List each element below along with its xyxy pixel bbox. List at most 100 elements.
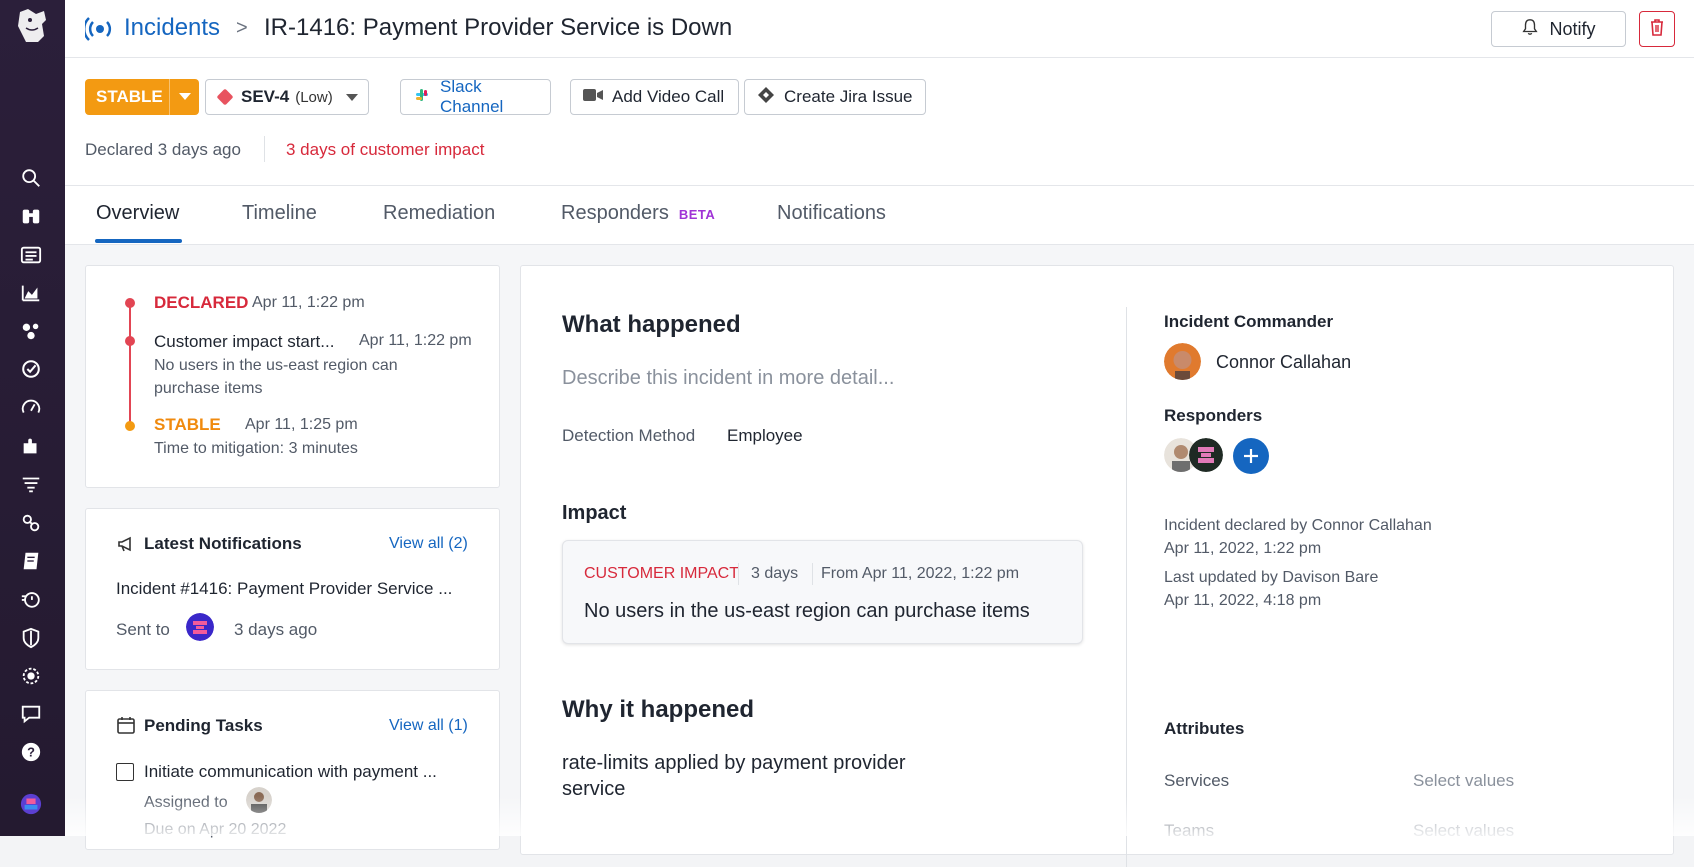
assignee-avatar (246, 787, 272, 813)
timer-icon[interactable] (19, 587, 43, 611)
incidents-icon[interactable] (19, 357, 43, 381)
recipient-avatar (186, 613, 214, 641)
services-select[interactable]: Select values (1413, 771, 1515, 790)
latest-notifications-card: Latest Notifications View all (2) Incide… (85, 508, 500, 670)
severity-sub-label: (Low) (295, 88, 333, 106)
bell-icon (1521, 18, 1539, 41)
commander-avatar[interactable] (1164, 343, 1201, 380)
customer-impact-text: 3 days of customer impact (286, 140, 485, 159)
trash-icon (1647, 17, 1667, 42)
detection-method-value[interactable]: Employee (727, 426, 803, 445)
gauge-icon[interactable] (19, 396, 43, 420)
incident-header: STABLE SEV-4 (Low) Slack Channel Add Vid… (65, 58, 1694, 186)
list-icon[interactable] (19, 243, 43, 267)
tab-responders[interactable]: Responders BETA (561, 202, 715, 225)
chat-icon[interactable] (19, 702, 43, 726)
chart-icon[interactable] (19, 281, 43, 305)
chevron-down-icon (169, 79, 199, 115)
tab-overview[interactable]: Overview (96, 202, 180, 224)
datadog-logo-icon[interactable] (14, 6, 50, 46)
divider (738, 563, 739, 585)
timeline-dot-declared (125, 298, 135, 308)
slack-channel-label: Slack Channel (440, 77, 504, 116)
slack-channel-button[interactable]: Slack Channel (400, 77, 551, 116)
teams-select[interactable]: Select values (1413, 821, 1515, 840)
search-icon[interactable] (19, 166, 43, 190)
timeline-dot-stable (125, 421, 135, 431)
user-avatar[interactable] (19, 792, 43, 816)
beta-badge: BETA (678, 207, 716, 222)
tasks-view-all-link[interactable]: View all (1) (389, 717, 468, 734)
create-jira-issue-label: Create Jira Issue (784, 87, 913, 106)
timeline-summary-card: DECLARED Apr 11, 1:22 pm Customer impact… (85, 265, 500, 488)
global-nav: ? (0, 0, 65, 836)
filter-icon[interactable] (19, 472, 43, 496)
status-dropdown[interactable]: STABLE (85, 79, 199, 115)
declared-label: DECLARED (154, 293, 249, 312)
what-happened-title: What happened (562, 311, 741, 338)
stable-time: Apr 11, 1:25 pm (245, 416, 358, 433)
mitigation-text: Time to mitigation: 3 minutes (154, 440, 358, 457)
attributes-title: Attributes (1164, 719, 1245, 738)
services-label: Services (1164, 771, 1230, 790)
sent-to-label: Sent to (116, 620, 170, 639)
binoculars-icon[interactable] (19, 204, 43, 228)
impact-description: No users in the us-east region can purch… (584, 600, 1030, 622)
page-title: IR-1416: Payment Provider Service is Dow… (264, 14, 733, 41)
pending-tasks-card: Pending Tasks View all (1) Initiate comm… (85, 690, 500, 850)
radar-icon[interactable] (19, 664, 43, 688)
tab-timeline[interactable]: Timeline (242, 202, 317, 224)
tab-responders-label: Responders (561, 202, 669, 224)
updated-by-text: Last updated by Davison Bare (1164, 569, 1379, 586)
why-happened-line[interactable]: rate-limits applied by payment provider (562, 752, 906, 774)
delete-button[interactable] (1639, 11, 1675, 47)
puzzle-icon[interactable] (19, 434, 43, 458)
help-icon[interactable]: ? (19, 740, 43, 764)
task-item[interactable]: Initiate communication with payment ... (144, 762, 437, 781)
stable-label: STABLE (154, 415, 221, 434)
link-icon[interactable] (19, 511, 43, 535)
impact-start-label: Customer impact start... (154, 332, 335, 351)
video-camera-icon (583, 87, 603, 107)
pending-tasks-title: Pending Tasks (144, 716, 263, 735)
severity-label: SEV-4 (241, 87, 290, 106)
commander-name[interactable]: Connor Callahan (1216, 352, 1352, 372)
tab-notifications[interactable]: Notifications (777, 202, 886, 224)
why-happened-line[interactable]: service (562, 778, 626, 800)
notify-label: Notify (1549, 18, 1596, 39)
detection-method-label: Detection Method (562, 426, 696, 445)
notifications-title: Latest Notifications (144, 534, 302, 553)
notify-button[interactable]: Notify (1491, 11, 1626, 47)
add-video-call-button[interactable]: Add Video Call (570, 79, 739, 115)
divider (264, 136, 265, 162)
teams-label: Teams (1164, 821, 1215, 840)
responder-avatar[interactable] (1189, 438, 1223, 472)
declared-time-text: Declared 3 days ago (85, 140, 241, 159)
declared-at-text: Apr 11, 2022, 1:22 pm (1164, 540, 1322, 557)
calendar-icon (116, 715, 136, 740)
notebook-icon[interactable] (19, 549, 43, 573)
shield-icon[interactable] (19, 626, 43, 650)
task-checkbox[interactable] (116, 763, 134, 781)
notification-item[interactable]: Incident #1416: Payment Provider Service… (116, 579, 453, 598)
megaphone-icon (116, 534, 136, 559)
column-divider (1126, 307, 1127, 867)
main-area: Incidents > IR-1416: Payment Provider Se… (65, 0, 1694, 867)
responder-avatar[interactable] (1164, 438, 1198, 472)
incidents-breadcrumb-icon[interactable] (82, 14, 115, 44)
breadcrumb-incidents-link[interactable]: Incidents (124, 14, 221, 41)
overview-main-card: What happened Describe this incident in … (520, 265, 1674, 867)
notifications-view-all-link[interactable]: View all (2) (389, 535, 468, 552)
impact-duration: 3 days (751, 565, 799, 582)
updated-at-text: Apr 11, 2022, 4:18 pm (1164, 592, 1322, 609)
why-happened-title: Why it happened (562, 696, 754, 723)
add-responder-button[interactable] (1233, 438, 1269, 474)
description-input[interactable]: Describe this incident in more detail... (562, 367, 895, 389)
impact-item[interactable]: CUSTOMER IMPACT 3 days From Apr 11, 2022… (562, 540, 1083, 644)
plus-icon (1244, 449, 1258, 463)
clusters-icon[interactable] (19, 319, 43, 343)
tab-remediation[interactable]: Remediation (383, 202, 496, 224)
create-jira-issue-button[interactable]: Create Jira Issue (744, 79, 926, 115)
status-label: STABLE (96, 87, 163, 106)
severity-dropdown[interactable]: SEV-4 (Low) (205, 79, 369, 115)
